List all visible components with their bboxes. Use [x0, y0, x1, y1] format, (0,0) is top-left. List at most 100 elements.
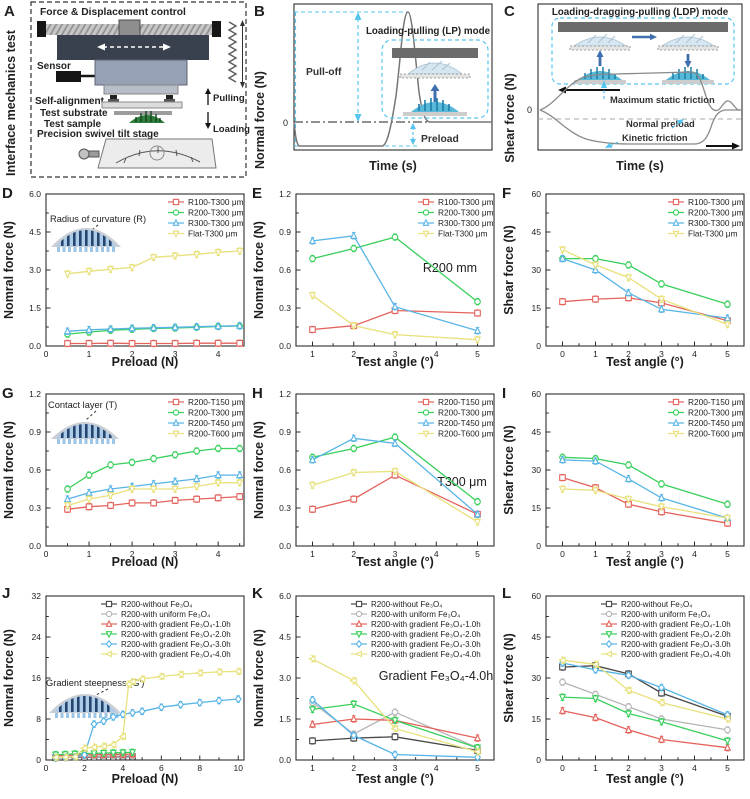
y-tick-label: 0.3: [29, 503, 41, 513]
x-tick-label: 3: [659, 349, 664, 359]
series-yellow: [63, 479, 244, 511]
pull-off-arrow: [354, 12, 362, 122]
y-tick-label: 8: [36, 714, 41, 724]
chart-panel-g: 0 1 2 3 4 0.0 0.3 0.6 0.9 1.2 Preload (N) Nomral fo…: [2, 385, 245, 569]
test-sample-label: Test sample: [44, 119, 101, 130]
y-tick-label: 30: [532, 465, 542, 475]
axis-frame: [293, 3, 493, 151]
y-tick-label: 1.2: [279, 189, 291, 199]
legend-label: R200-with uniform Fe₃O₄: [371, 610, 460, 619]
panel-letter: B: [254, 3, 265, 20]
x-tick-label: 1: [310, 349, 315, 359]
x-tick-label: 5: [725, 549, 730, 559]
x-tick-label: 3: [659, 763, 664, 773]
legend-label: R200-without Fe₃O₄: [121, 600, 192, 609]
legend-label: R300-T300 μm: [438, 218, 494, 228]
y-tick-label: 0.0: [279, 755, 291, 765]
x-axis-label: Test angle (°): [606, 772, 684, 786]
x-tick-label: 4: [216, 549, 221, 559]
substrate-bar: [114, 111, 172, 115]
x-tick-label: 1: [593, 549, 598, 559]
y-tick-label: 0.9: [279, 227, 291, 237]
series-green: [309, 433, 481, 506]
y-tick-label: 60: [532, 389, 542, 399]
panel-k: 1 2 3 4 5 0.0 1.5 3.0 4.5 6.0 Test angle (°) Nomral…: [250, 580, 500, 799]
series-green: [558, 693, 732, 746]
legend-label: Flat-T300 μm: [688, 229, 738, 239]
panel-letter: F: [502, 185, 511, 202]
inset-label: Contact layer (T): [48, 400, 117, 410]
legend-label: R200-with uniform Fe₃O₄: [621, 610, 710, 619]
legend-label: R200-with gradient Fe₃O₄-3.0h: [621, 640, 731, 649]
panel-a: A Interface mechanics test Force & Displ…: [0, 0, 250, 180]
x-tick-label: 5: [725, 349, 730, 359]
panel-letter: H: [252, 385, 263, 402]
max-static-label: Maximum static friction: [610, 94, 715, 105]
y-axis-label: Nomral force (N): [2, 221, 16, 319]
y-tick-label: 3.0: [29, 265, 41, 275]
panel-d: 0 1 2 3 4 0.0 1.5 3.0 4.5 6.0 Preload (N) Nomral fo…: [0, 180, 250, 380]
series-blue: [63, 470, 244, 503]
series-green: [64, 444, 244, 493]
y-axis-label: Shear force (N): [502, 633, 516, 723]
y-tick-label: 0.6: [279, 465, 291, 475]
legend-label: R200-with gradient Fe₃O₄-1.0h: [371, 620, 481, 629]
y-tick-label: 0.6: [29, 465, 41, 475]
y-axis-label: Nomral force (N): [252, 221, 266, 319]
x-tick-label: 8: [197, 763, 202, 773]
legend-label: R200-with gradient Fe₃O₄-4.0h: [371, 650, 481, 659]
x-tick-label: 0: [560, 763, 565, 773]
x-tick-label: 0: [560, 349, 565, 359]
y-tick-label: 45: [532, 427, 542, 437]
legend-label: R200-T150 μm: [688, 397, 744, 407]
test-substrate-label: Test substrate: [40, 108, 108, 119]
chart-panel-d: 0 1 2 3 4 0.0 1.5 3.0 4.5 6.0 Preload (N) Nomral fo…: [2, 185, 245, 369]
x-axis-label: Time (s): [616, 159, 664, 173]
panel-h: 1 2 3 4 5 0.0 0.3 0.6 0.9 1.2 Test angle (°) Nomral…: [250, 380, 500, 580]
y-tick-label: 24: [32, 632, 42, 642]
self-alignment-label: Self-alignment: [35, 96, 105, 107]
y-tick-label: 32: [32, 591, 42, 601]
y-axis-label: Nomral force (N): [2, 421, 16, 519]
inset-label: Gradient steepness (G′): [46, 678, 144, 688]
y-tick-label: 0: [536, 755, 541, 765]
panel-letter: E: [252, 185, 262, 202]
panel-letter: C: [504, 3, 515, 20]
panel-g: 0 1 2 3 4 0.0 0.3 0.6 0.9 1.2 Preload (N) Nomral fo…: [0, 380, 250, 580]
panel-letter: J: [2, 585, 10, 602]
series-blue: [308, 433, 482, 518]
panel-c: C Shear force (N) Loading-dragging-pulli…: [500, 0, 750, 180]
x-tick-label: 1: [87, 549, 92, 559]
y-axis-label: Shear force (N): [502, 425, 516, 515]
legend-label: R200-T450 μm: [688, 418, 744, 428]
series-yellow: [51, 667, 242, 762]
x-tick-label: 6: [159, 763, 164, 773]
x-tick-label: 3: [393, 349, 398, 359]
x-tick-label: 1: [593, 763, 598, 773]
axis-ticks: [546, 595, 728, 761]
inset-schematic: Contact layer (T): [48, 400, 119, 444]
kinetic-arrow: [605, 141, 619, 148]
series-blue: [558, 455, 732, 522]
series-yellow: [557, 656, 731, 723]
series-green: [308, 700, 482, 753]
legend-label: R100-T300 μm: [188, 197, 244, 207]
panel-b-canvas: B Normal force (N) 0 Pull-off: [253, 3, 493, 173]
x-tick-label: 2: [351, 349, 356, 359]
spring-icon: [227, 20, 245, 88]
annotation: R200 mm: [423, 261, 477, 275]
panel-a-canvas: A Interface mechanics test Force & Displ…: [4, 1, 250, 178]
series-yellow: [558, 246, 732, 330]
series-red: [559, 473, 731, 527]
x-axis-label: Test angle (°): [356, 555, 434, 569]
y-tick-label: 1.5: [279, 714, 291, 724]
legend-label: R200-T450 μm: [188, 418, 244, 428]
inset-schematic: Gradient steepness (G′): [46, 678, 144, 718]
